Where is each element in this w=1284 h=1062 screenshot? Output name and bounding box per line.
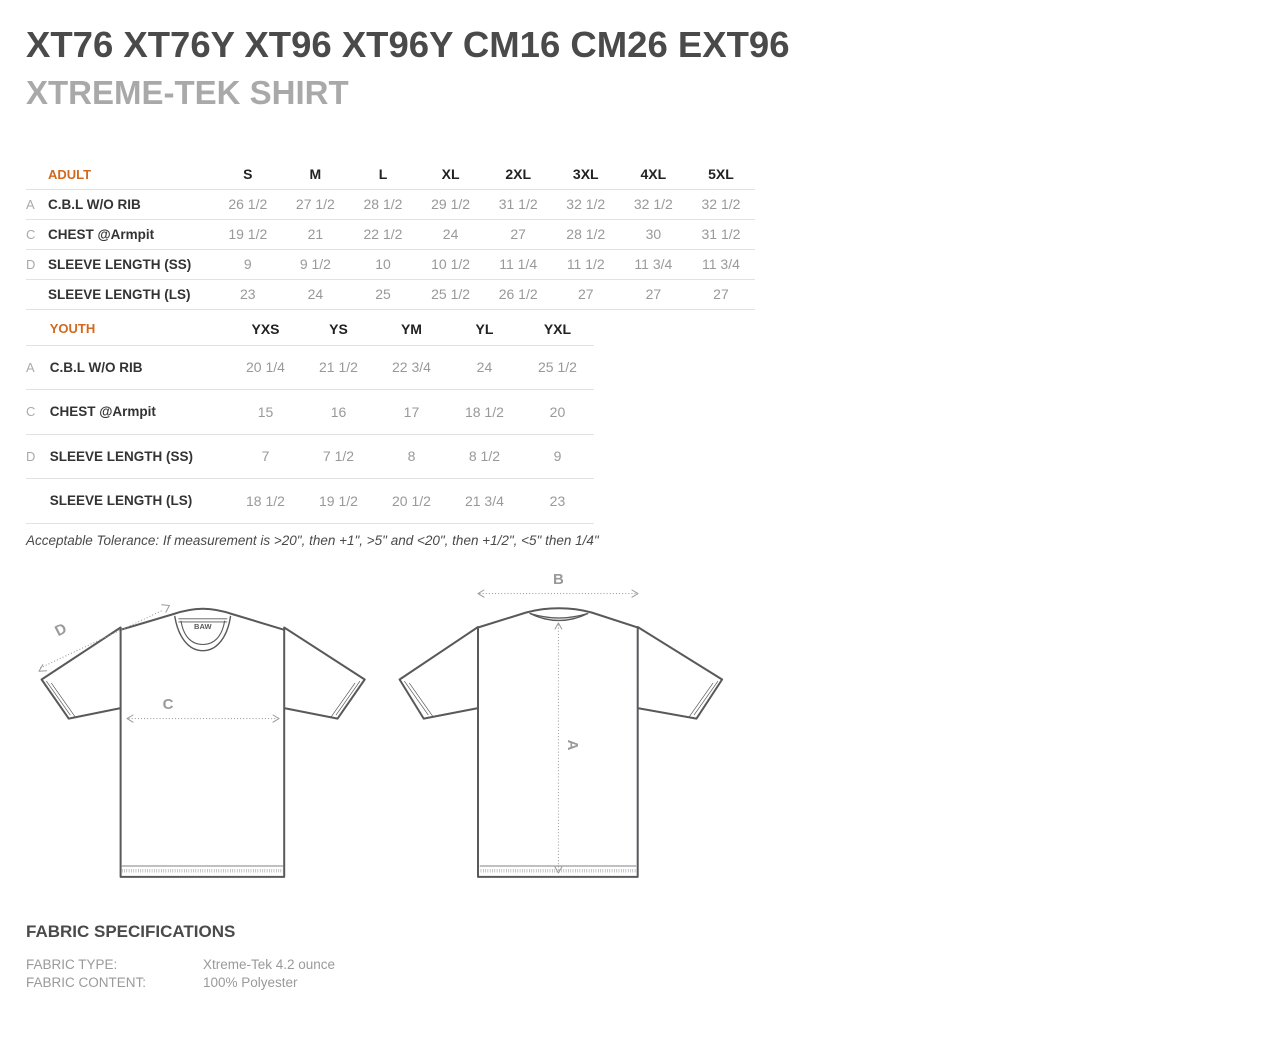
svg-text:B: B <box>553 571 564 588</box>
svg-text:C: C <box>163 696 174 713</box>
svg-text:BAW: BAW <box>194 622 212 631</box>
svg-text:D: D <box>52 620 70 640</box>
svg-text:A: A <box>564 740 581 751</box>
